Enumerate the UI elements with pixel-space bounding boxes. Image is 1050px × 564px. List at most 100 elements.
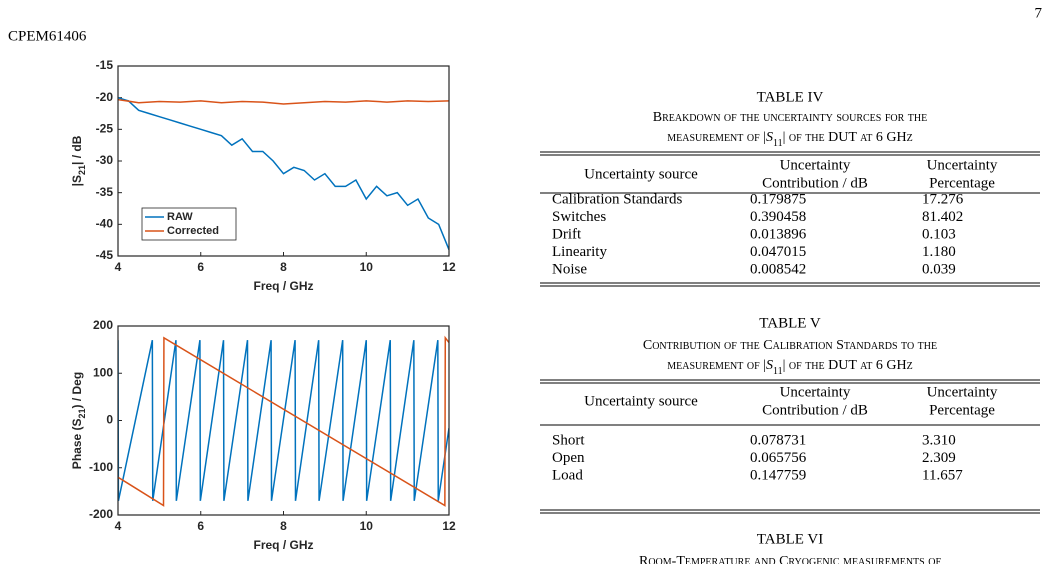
table-cell: 1.180 <box>922 244 956 260</box>
table-cell: 0.078731 <box>750 432 806 448</box>
table-cell: 0.147759 <box>750 467 806 483</box>
y-tick-label: -45 <box>96 248 114 262</box>
y-tick-label: -100 <box>89 460 113 474</box>
table-cell: 0.103 <box>922 226 956 242</box>
column-header: Uncertainty source <box>584 166 698 182</box>
data-line <box>118 335 449 507</box>
y-tick-label: -200 <box>89 507 113 521</box>
x-axis-label: Freq / GHz <box>253 279 313 293</box>
column-header: Uncertainty <box>927 384 998 400</box>
caption-subscript: 11 <box>773 138 783 149</box>
table-caption: Contribution of the Calibration Standard… <box>643 338 937 353</box>
y-tick-label: -40 <box>96 217 114 231</box>
y-tick-label: -35 <box>96 185 114 199</box>
table-cell: 0.047015 <box>750 244 806 260</box>
paper-id: CPEM61406 <box>8 28 87 44</box>
table-cell: Switches <box>552 209 606 225</box>
y-axis-label-sub: 21 <box>77 408 87 418</box>
table-cell: Noise <box>552 261 587 277</box>
table: TABLE V Contribution of the Calibration S… <box>552 315 998 483</box>
table-cell: Calibration Standards <box>552 191 683 207</box>
x-tick-label: 10 <box>360 260 374 274</box>
x-tick-label: 8 <box>280 260 287 274</box>
y-axis-label: Phase (S21) / Deg <box>70 372 87 469</box>
y-axis-label-part: |S <box>70 175 84 186</box>
table-caption: Breakdown of the uncertainty sources for… <box>653 110 928 125</box>
table-cell: Short <box>552 432 585 448</box>
table: TABLE VI Room-Temperature and Cryogenic m… <box>639 531 941 564</box>
y-axis-label-part: | / dB <box>70 135 84 165</box>
column-header: Uncertainty <box>927 157 998 173</box>
table-cell: 2.309 <box>922 450 956 466</box>
x-tick-label: 12 <box>442 519 456 533</box>
table-cell: Open <box>552 450 585 466</box>
y-axis-label: |S21| / dB <box>70 135 87 186</box>
column-header: Contribution / dB <box>762 175 868 191</box>
y-tick-label: 100 <box>93 365 113 379</box>
table-cell: 0.179875 <box>750 191 806 207</box>
legend-box <box>141 207 237 241</box>
data-line <box>118 96 449 250</box>
table-caption: measurement of |S11| of the DUT at 6 GHz <box>667 130 912 149</box>
legend-label: Corrected <box>167 225 219 237</box>
table-cell: 0.065756 <box>750 450 807 466</box>
y-tick-label: 0 <box>106 413 113 427</box>
x-tick-label: 6 <box>197 260 204 274</box>
column-header: Uncertainty <box>780 157 851 173</box>
table-caption: Room-Temperature and Cryogenic measureme… <box>639 554 941 564</box>
y-tick-label: -20 <box>96 90 114 104</box>
chart: -200 -100 0 100 200 4 6 8 10 12 Freq / GHz Phase (S… <box>70 318 456 552</box>
caption-part: measurement of | <box>667 130 766 145</box>
x-tick-label: 12 <box>442 260 456 274</box>
table-cell: 0.013896 <box>750 226 807 242</box>
caption-subscript: 11 <box>773 366 783 377</box>
table-cell: 0.008542 <box>750 261 806 277</box>
data-line <box>118 98 449 105</box>
x-tick-label: 6 <box>197 519 204 533</box>
data-line <box>118 340 449 501</box>
table-cell: 17.276 <box>922 191 964 207</box>
x-tick-label: 10 <box>360 519 374 533</box>
y-tick-label: -15 <box>96 58 114 72</box>
caption-part: | of the DUT at 6 GHz <box>783 130 913 145</box>
table-cell: 0.039 <box>922 261 956 277</box>
legend-label: RAW <box>167 211 193 223</box>
table-cell: 11.657 <box>922 467 963 483</box>
x-axis-label: Freq / GHz <box>253 538 313 552</box>
page-number: 7 <box>1035 5 1043 21</box>
column-header: Contribution / dB <box>762 402 868 418</box>
y-axis-label-part: Phase (S <box>70 418 84 469</box>
table-cell: 81.402 <box>922 209 963 225</box>
axes-box <box>117 65 450 257</box>
axes-box <box>117 325 450 516</box>
y-axis-label-sub: 21 <box>77 165 87 175</box>
column-header: Uncertainty source <box>584 393 698 409</box>
y-tick-label: -25 <box>96 122 114 136</box>
caption-part: measurement of | <box>667 358 766 373</box>
column-header: Percentage <box>929 175 995 191</box>
column-header: Uncertainty <box>780 384 851 400</box>
y-tick-label: -30 <box>96 153 114 167</box>
caption-part: | of the DUT at 6 GHz <box>783 358 913 373</box>
x-tick-label: 4 <box>115 260 122 274</box>
table-cell: 3.310 <box>922 432 956 448</box>
chart: -45 -40 -35 -30 -25 -20 -15 4 6 8 10 12 Freq / GHz |S… <box>70 58 456 293</box>
caption-symbol: S <box>766 130 773 145</box>
table-cell: Linearity <box>552 244 607 260</box>
table-title: TABLE V <box>759 315 821 331</box>
x-tick-label: 4 <box>115 519 122 533</box>
table-cell: 0.390458 <box>750 209 806 225</box>
table-cell: Drift <box>552 226 582 242</box>
y-axis-label-part: ) / Deg <box>70 372 84 409</box>
table-caption: measurement of |S11| of the DUT at 6 GHz <box>667 358 912 377</box>
table-title: TABLE VI <box>757 531 823 547</box>
table: TABLE IV Breakdown of the uncertainty sou… <box>552 89 998 277</box>
table-cell: Load <box>552 467 583 483</box>
table-title: TABLE IV <box>757 89 824 105</box>
caption-symbol: S <box>766 358 773 373</box>
column-header: Percentage <box>929 402 995 418</box>
y-tick-label: 200 <box>93 318 113 332</box>
x-tick-label: 8 <box>280 519 287 533</box>
